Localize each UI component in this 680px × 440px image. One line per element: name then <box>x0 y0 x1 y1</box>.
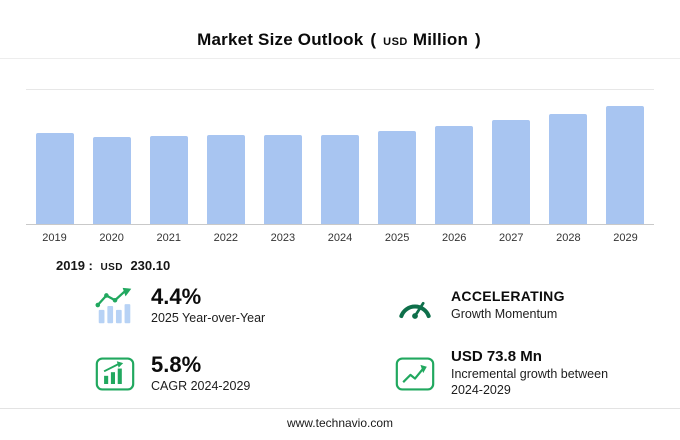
x-axis-label-2024: 2024 <box>327 232 353 244</box>
footer: www.technavio.com <box>0 408 680 440</box>
bar-2020 <box>92 137 131 224</box>
x-axis-label-2025: 2025 <box>384 232 410 244</box>
bar-2029 <box>606 106 645 224</box>
x-axis-label-2023: 2023 <box>270 232 296 244</box>
x-axis-label-2022: 2022 <box>213 232 239 244</box>
bar-slot <box>83 90 140 224</box>
chart-plot-area <box>26 89 654 225</box>
bar-slot <box>369 90 426 224</box>
yoy-growth-icon <box>92 286 138 326</box>
bar-2028 <box>549 114 588 224</box>
bar-2024 <box>321 135 360 224</box>
stat-yoy-growth: 4.4% 2025 Year-over-Year <box>92 285 392 327</box>
x-axis-label-2020: 2020 <box>99 232 124 244</box>
bar-slot <box>483 90 540 224</box>
x-axis-label-2027: 2027 <box>499 232 524 244</box>
bar-2022 <box>206 135 245 224</box>
yoy-value: 4.4% <box>151 284 202 309</box>
annotation-value: 230.10 <box>130 258 171 273</box>
x-axis-label-2029: 2029 <box>613 232 638 244</box>
bar-slot <box>254 90 311 224</box>
bar-slot <box>311 90 368 224</box>
bar-2025 <box>378 131 417 224</box>
bar-chart: 2019 2020 2021 2022 2023 2024 2025 2026 2027 2028… <box>0 89 680 244</box>
base-year-annotation: 2019 : USD 230.10 <box>56 258 680 273</box>
bar-slot <box>597 90 654 224</box>
stat-growth-momentum: ACCELERATING Growth Momentum <box>392 285 680 327</box>
bar-slot <box>140 90 197 224</box>
cagr-label: CAGR 2024-2029 <box>151 378 251 393</box>
bar-2021 <box>149 136 188 224</box>
stat-cagr: 5.8% CAGR 2024-2029 <box>92 349 392 399</box>
incremental-growth-icon <box>392 355 438 393</box>
cagr-bar-chart-icon <box>92 355 138 393</box>
website-link[interactable]: www.technavio.com <box>286 416 394 430</box>
bar-slot <box>26 90 83 224</box>
annotation-year: 2019 : <box>56 258 93 273</box>
incremental-value: USD 73.8 Mn <box>451 347 542 365</box>
title-main: Market Size Outlook <box>197 30 364 49</box>
bar-slot <box>197 90 254 224</box>
x-axis-label-2021: 2021 <box>156 232 181 244</box>
chart-title: Market Size Outlook ( USD Million ) <box>197 30 483 50</box>
chart-x-axis-labels: 2019 2020 2021 2022 2023 2024 2025 2026 2027 2028… <box>26 232 654 244</box>
header: Market Size Outlook ( USD Million ) <box>0 0 680 59</box>
momentum-value: ACCELERATING <box>451 288 565 305</box>
bar-slot <box>426 90 483 224</box>
bar-2027 <box>492 120 531 224</box>
x-axis-label-2028: 2028 <box>556 232 581 244</box>
title-currency: USD <box>383 36 408 48</box>
yoy-label: 2025 Year-over-Year <box>151 311 266 326</box>
title-open-paren: ( <box>370 30 377 49</box>
bar-2019 <box>35 133 74 224</box>
bar-2023 <box>263 135 302 224</box>
stats-grid: 4.4% 2025 Year-over-Year ACCELERATING Gr… <box>0 285 680 399</box>
bar-2026 <box>435 126 474 224</box>
momentum-label: Growth Momentum <box>451 306 558 321</box>
annotation-currency: USD <box>100 262 123 273</box>
bar-slot <box>540 90 597 224</box>
title-unit: Million <box>412 30 469 49</box>
gauge-icon <box>392 288 438 324</box>
x-axis-label-2019: 2019 <box>42 232 67 244</box>
title-close-paren: ) <box>475 30 481 49</box>
stat-incremental-growth: USD 73.8 Mn Incremental growth between 2… <box>392 347 680 399</box>
incremental-label: Incremental growth between 2024-2029 <box>451 367 609 398</box>
x-axis-label-2026: 2026 <box>441 232 467 244</box>
cagr-value: 5.8% <box>151 351 202 377</box>
